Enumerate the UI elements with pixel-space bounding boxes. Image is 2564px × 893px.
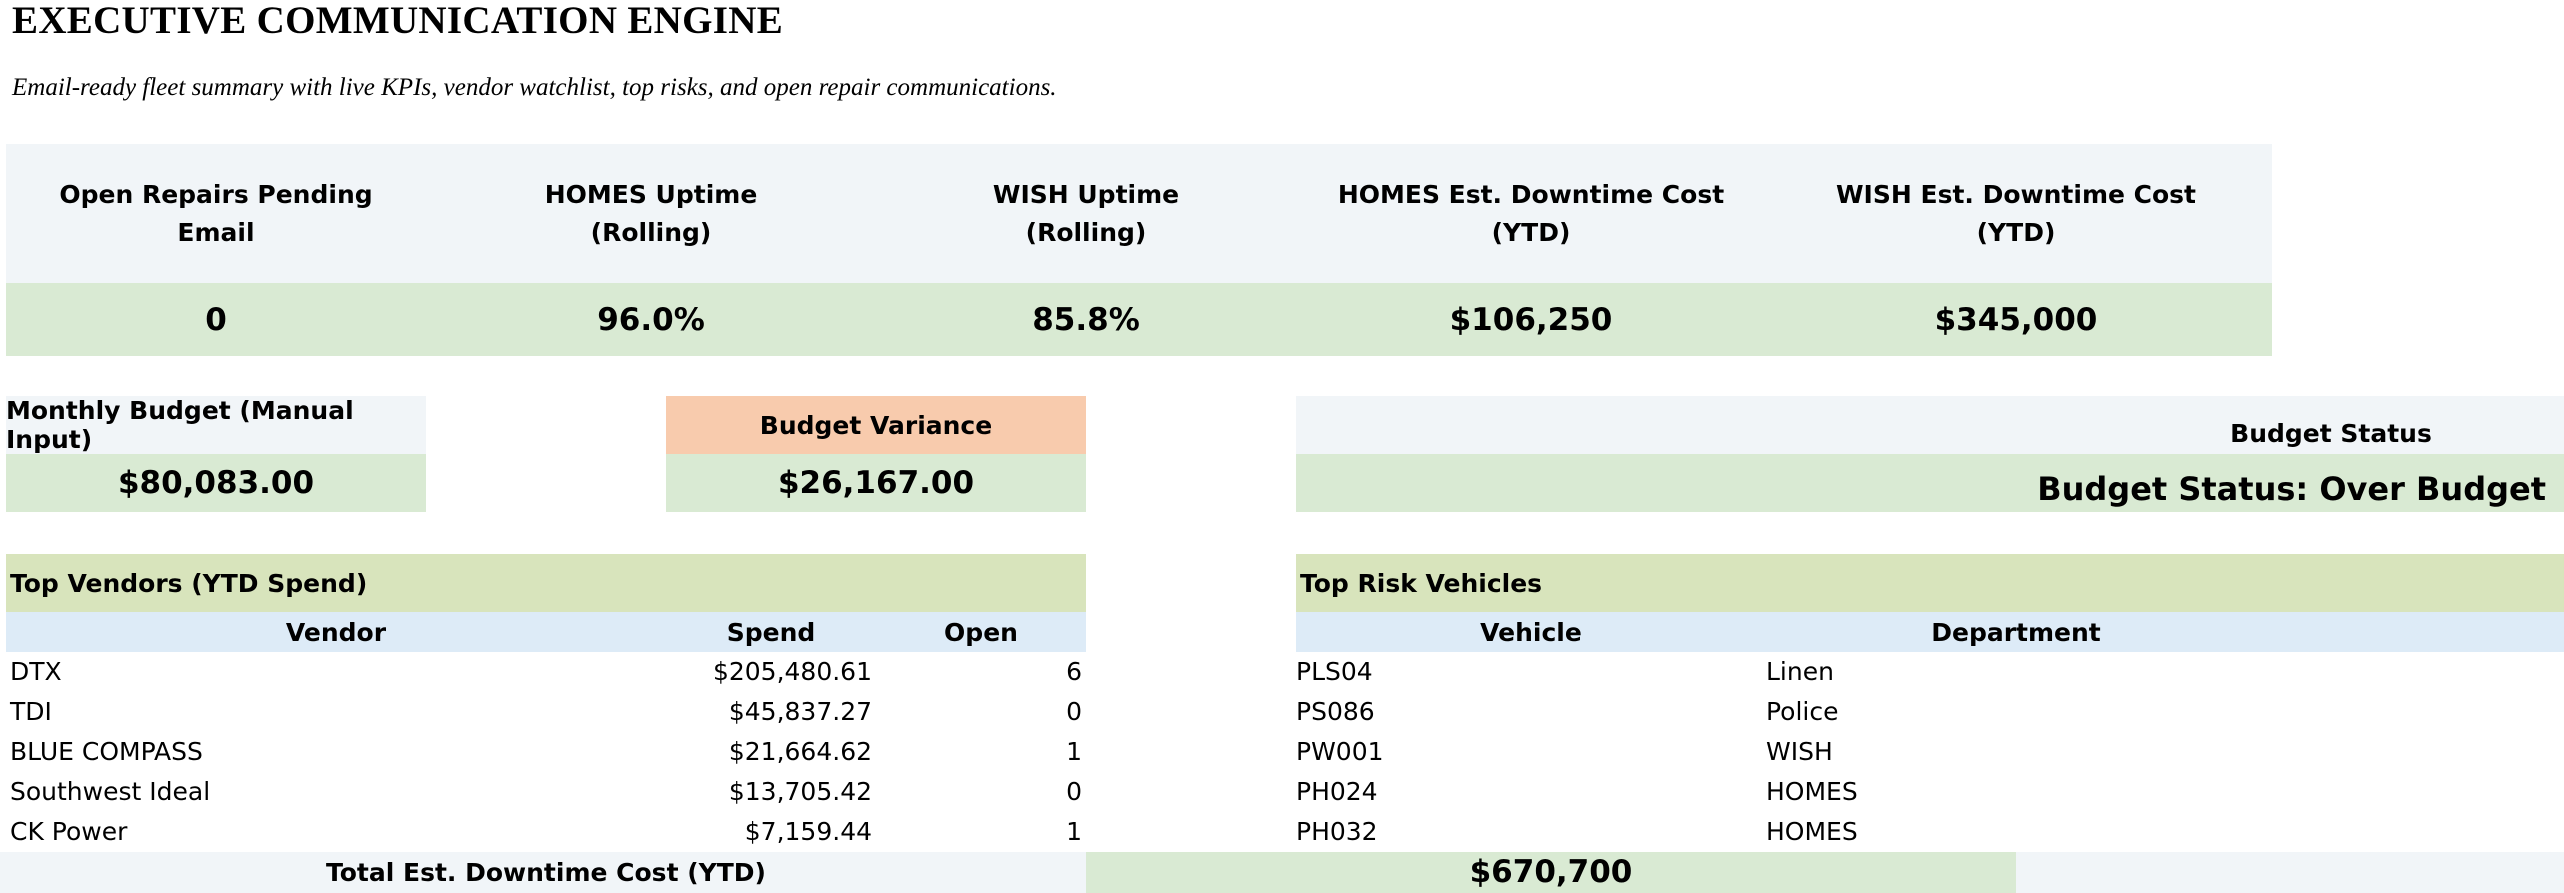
risk-vehicle-department: HOMES bbox=[1766, 817, 1858, 846]
budget-status-value: Budget Status: Over Budget bbox=[2037, 470, 2546, 508]
budget-status-label: Budget Status bbox=[2230, 419, 2432, 448]
top-vendors-title: Top Vendors (YTD Spend) bbox=[6, 554, 1086, 612]
risk-vehicle-id: PH032 bbox=[1296, 817, 1378, 846]
kpi-value-open-repairs: 0 bbox=[205, 301, 227, 338]
table-row: PS086 Police bbox=[1296, 692, 2564, 732]
table-row: PLS04 Linen bbox=[1296, 652, 2564, 692]
vendor-spend: $45,837.27 bbox=[728, 697, 872, 726]
table-row: PW001 WISH bbox=[1296, 732, 2564, 772]
vendor-name: TDI bbox=[10, 697, 52, 726]
vendors-col-spend: Spend bbox=[726, 617, 816, 647]
page-title: EXECUTIVE COMMUNICATION ENGINE bbox=[12, 0, 784, 42]
vendors-column-header-band bbox=[6, 612, 1086, 652]
kpi-value-homes-downtime-cost: $106,250 bbox=[1449, 301, 1613, 338]
vendor-spend: $205,480.61 bbox=[712, 657, 872, 686]
vendor-spend: $13,705.42 bbox=[728, 777, 872, 806]
table-row: Southwest Ideal $13,705.42 0 bbox=[0, 772, 1090, 812]
vendor-name: BLUE COMPASS bbox=[10, 737, 203, 766]
kpi-label-band bbox=[6, 144, 2272, 283]
risks-table-body: PLS04 Linen PS086 Police PW001 WISH PH02… bbox=[1296, 652, 2564, 852]
risk-vehicle-department: Police bbox=[1766, 697, 1839, 726]
kpi-value-homes-uptime: 96.0% bbox=[597, 301, 705, 338]
kpi-label-homes-downtime-cost: HOMES Est. Downtime Cost (YTD) bbox=[1337, 179, 1725, 247]
risks-col-department: Department bbox=[1931, 617, 2101, 647]
vendor-spend: $7,159.44 bbox=[744, 817, 872, 846]
budget-variance-label: Budget Variance bbox=[666, 396, 1086, 454]
vendor-name: Southwest Ideal bbox=[10, 777, 211, 806]
vendors-table-body: DTX $205,480.61 6 TDI $45,837.27 0 BLUE … bbox=[0, 652, 1090, 852]
vendors-col-open: Open bbox=[944, 617, 1018, 647]
vendor-open-count: 0 bbox=[1066, 697, 1082, 726]
risk-vehicle-id: PS086 bbox=[1296, 697, 1375, 726]
risk-vehicle-id: PLS04 bbox=[1296, 657, 1373, 686]
vendors-col-vendor: Vendor bbox=[285, 617, 387, 647]
page-subtitle: Email-ready fleet summary with live KPIs… bbox=[12, 74, 1057, 101]
kpi-label-wish-uptime: WISH Uptime (Rolling) bbox=[992, 179, 1180, 247]
total-downtime-label: Total Est. Downtime Cost (YTD) bbox=[326, 858, 766, 887]
risk-vehicle-department: WISH bbox=[1766, 737, 1833, 766]
vendor-open-count: 6 bbox=[1066, 657, 1082, 686]
table-row: TDI $45,837.27 0 bbox=[0, 692, 1090, 732]
risk-vehicle-department: Linen bbox=[1766, 657, 1834, 686]
budget-status-value-band bbox=[1296, 454, 2564, 512]
risks-col-vehicle: Vehicle bbox=[1480, 617, 1582, 647]
kpi-value-wish-downtime-cost: $345,000 bbox=[1934, 301, 2098, 338]
kpi-label-open-repairs: Open Repairs Pending Email bbox=[59, 179, 373, 247]
table-row: PH032 HOMES bbox=[1296, 812, 2564, 852]
kpi-label-wish-downtime-cost: WISH Est. Downtime Cost (YTD) bbox=[1835, 179, 2197, 247]
table-row: BLUE COMPASS $21,664.62 1 bbox=[0, 732, 1090, 772]
risk-vehicle-id: PH024 bbox=[1296, 777, 1378, 806]
risk-vehicle-department: HOMES bbox=[1766, 777, 1858, 806]
budget-status-label-band bbox=[1296, 396, 2564, 454]
budget-variance-value: $26,167.00 bbox=[666, 454, 1086, 512]
vendor-open-count: 0 bbox=[1066, 777, 1082, 806]
vendor-name: DTX bbox=[10, 657, 62, 686]
table-row: CK Power $7,159.44 1 bbox=[0, 812, 1090, 852]
monthly-budget-label: Monthly Budget (Manual Input) bbox=[6, 396, 426, 454]
table-row: PH024 HOMES bbox=[1296, 772, 2564, 812]
vendor-open-count: 1 bbox=[1066, 737, 1082, 766]
risks-column-header-band bbox=[1296, 612, 2564, 652]
kpi-label-homes-uptime: HOMES Uptime (Rolling) bbox=[544, 179, 758, 247]
vendor-name: CK Power bbox=[10, 817, 128, 846]
top-risk-vehicles-title: Top Risk Vehicles bbox=[1296, 554, 2564, 612]
monthly-budget-input[interactable]: $80,083.00 bbox=[6, 454, 426, 512]
kpi-value-band bbox=[6, 283, 2272, 356]
vendor-open-count: 1 bbox=[1066, 817, 1082, 846]
risk-vehicle-id: PW001 bbox=[1296, 737, 1384, 766]
vendor-spend: $21,664.62 bbox=[728, 737, 872, 766]
kpi-value-wish-uptime: 85.8% bbox=[1032, 301, 1140, 338]
total-downtime-value: $670,700 bbox=[1086, 852, 2016, 893]
table-row: DTX $205,480.61 6 bbox=[0, 652, 1090, 692]
